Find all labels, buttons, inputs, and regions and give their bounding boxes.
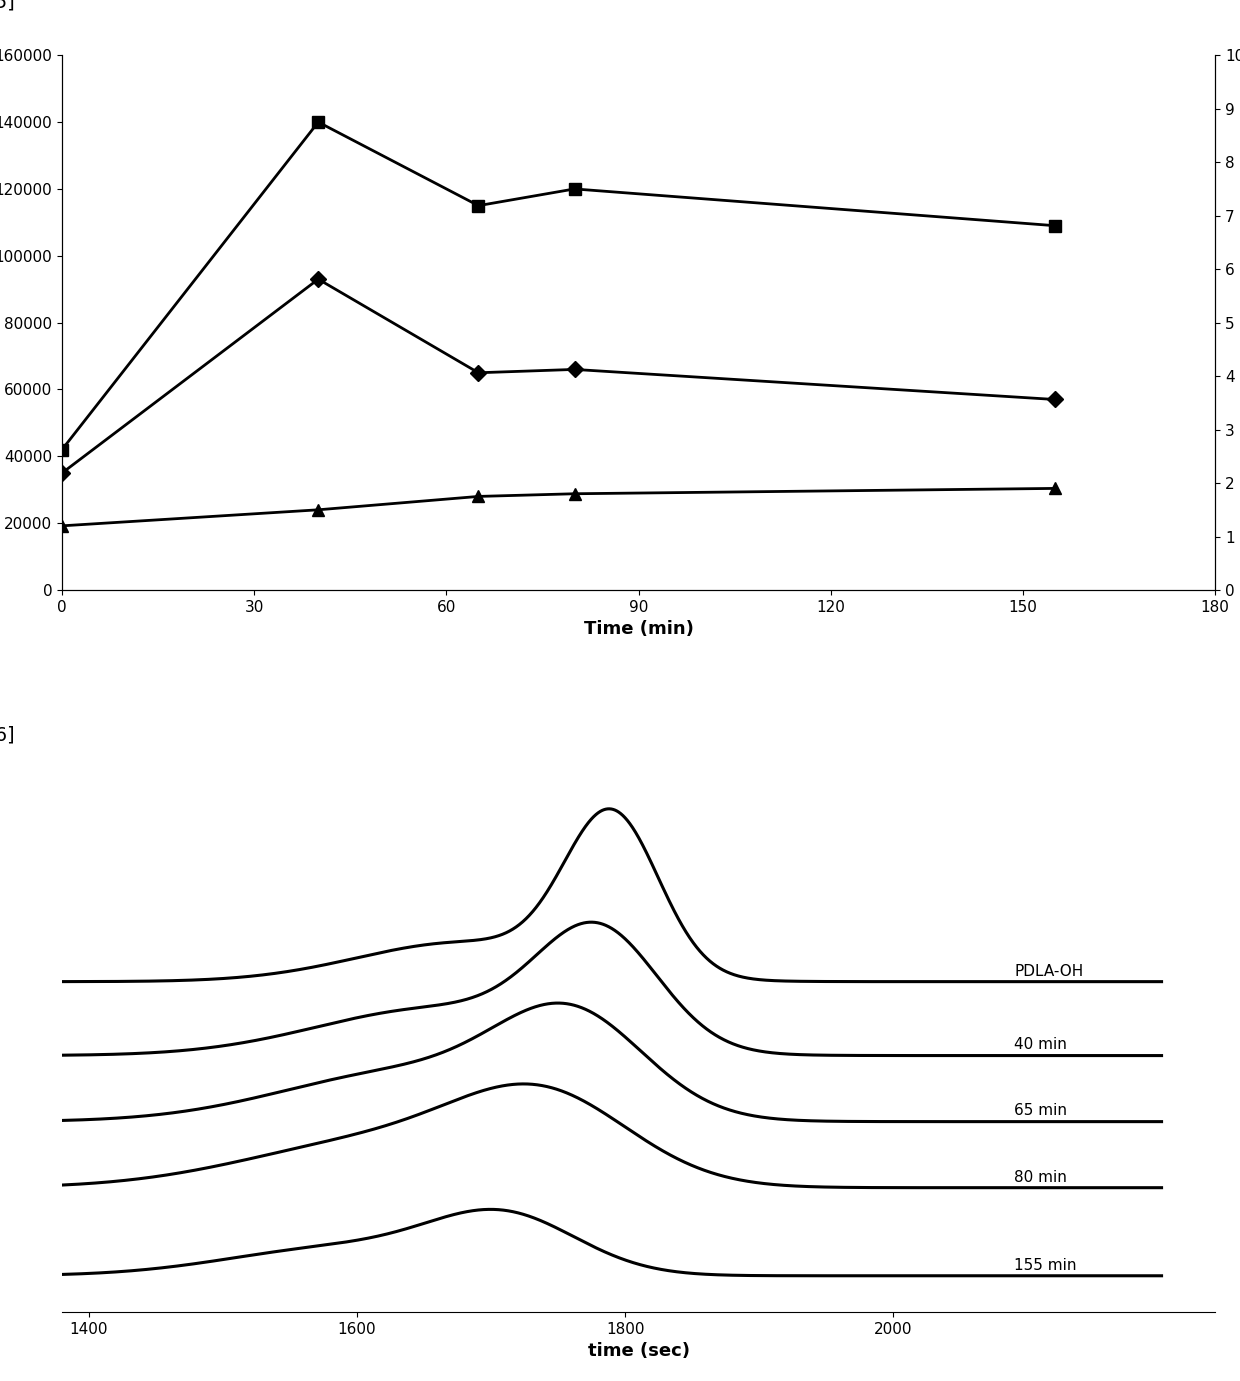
Text: 40 min: 40 min xyxy=(1014,1037,1066,1052)
X-axis label: Time (min): Time (min) xyxy=(584,620,693,638)
Mn xyxy=(1048,391,1063,407)
Text: [Fig. 5]: [Fig. 5] xyxy=(0,0,15,12)
PDI xyxy=(471,487,486,504)
PDI xyxy=(55,518,69,534)
Line: Mn: Mn xyxy=(57,273,1060,479)
PDI xyxy=(311,501,326,518)
Mn xyxy=(567,362,582,378)
Mw xyxy=(311,113,326,130)
Text: [Fig. 6]: [Fig. 6] xyxy=(0,726,15,746)
Line: PDI: PDI xyxy=(56,482,1061,532)
Text: 80 min: 80 min xyxy=(1014,1170,1066,1185)
Mw xyxy=(471,197,486,214)
Text: PDLA-OH: PDLA-OH xyxy=(1014,964,1084,979)
Mn xyxy=(55,465,69,482)
Mw xyxy=(55,442,69,458)
Mn xyxy=(311,271,326,287)
Line: Mw: Mw xyxy=(56,116,1061,456)
PDI xyxy=(567,486,582,503)
Mw xyxy=(1048,217,1063,233)
Mn xyxy=(471,365,486,381)
Text: 155 min: 155 min xyxy=(1014,1258,1076,1273)
Text: 65 min: 65 min xyxy=(1014,1103,1068,1119)
PDI xyxy=(1048,481,1063,497)
Mw xyxy=(567,181,582,197)
X-axis label: time (sec): time (sec) xyxy=(588,1342,689,1360)
